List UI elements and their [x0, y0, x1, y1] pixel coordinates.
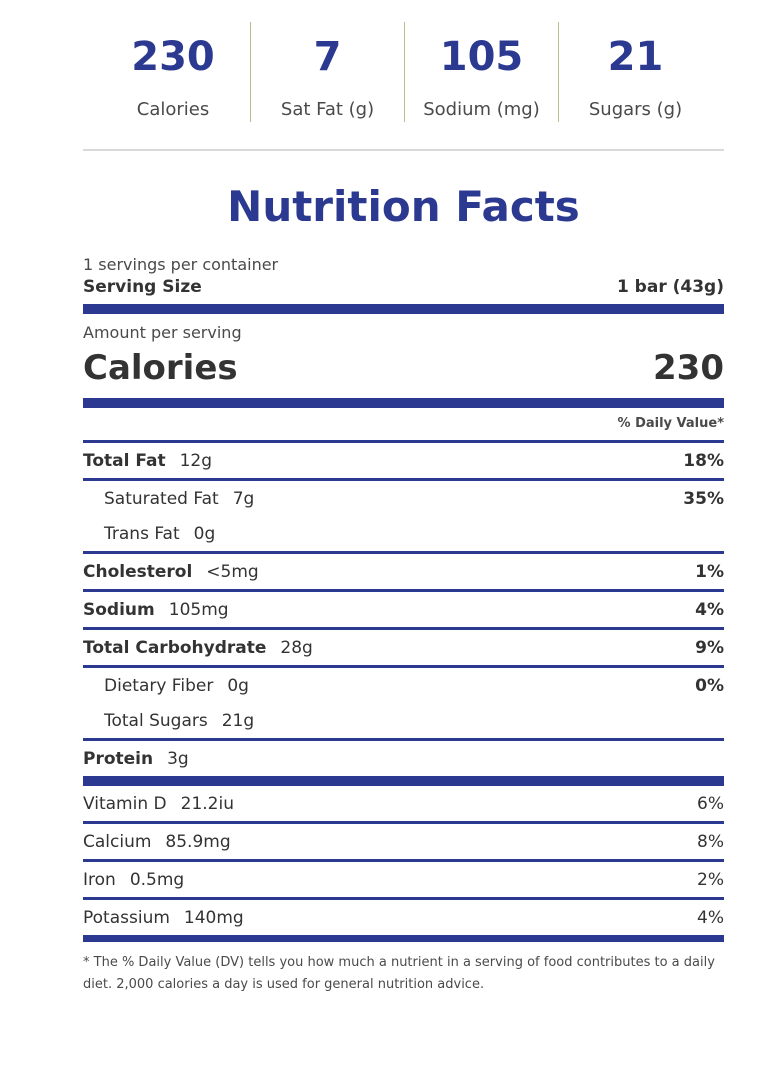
row-divider — [83, 589, 724, 592]
calories-label: Calories — [83, 348, 238, 388]
vitamin-daily-value: 4% — [697, 907, 724, 928]
page-title: Nutrition Facts — [227, 182, 580, 231]
nutrient-row-total-sugars: Total Sugars 21g — [83, 703, 724, 738]
thick-divider — [83, 398, 724, 408]
nutrition-summary: 230 Calories 7 Sat Fat (g) 105 Sodium (m… — [96, 22, 712, 122]
vitamin-name: Vitamin D — [83, 793, 167, 814]
vitamin-row-calcium: Calcium 85.9mg 8% — [83, 824, 724, 859]
nutrient-daily-value: 0% — [695, 675, 724, 696]
daily-value-header: % Daily Value* — [617, 416, 724, 431]
vitamin-row-vitamin-d: Vitamin D 21.2iu 6% — [83, 786, 724, 821]
nutrition-facts-label: Nutrition Facts 1 servings per container… — [83, 152, 724, 996]
nutrient-name: Trans Fat — [104, 523, 180, 544]
nutrient-daily-value: 4% — [695, 599, 724, 620]
summary-value: 230 — [131, 34, 215, 80]
nutrient-amount: 105mg — [168, 599, 229, 620]
calories-row: Calories 230 — [83, 346, 724, 390]
nutrient-daily-value: 18% — [683, 450, 724, 471]
summary-value: 21 — [607, 34, 664, 80]
serving-size-row: Serving Size 1 bar (43g) — [83, 277, 724, 297]
nutrient-amount: 3g — [167, 748, 189, 769]
thick-divider — [83, 304, 724, 314]
row-divider — [83, 440, 724, 443]
vitamin-daily-value: 2% — [697, 869, 724, 890]
nutrient-row-sodium: Sodium 105mg 4% — [83, 592, 724, 627]
vitamin-amount: 21.2iu — [180, 793, 234, 814]
nutrient-amount: 12g — [179, 450, 213, 471]
summary-sodium: 105 Sodium (mg) — [404, 22, 558, 122]
summary-sat-fat: 7 Sat Fat (g) — [250, 22, 404, 122]
serving-size-label: Serving Size — [83, 277, 202, 297]
row-divider — [83, 551, 724, 554]
vitamin-amount: 140mg — [183, 907, 244, 928]
nutrient-name: Sodium — [83, 599, 155, 620]
vitamin-amount: 0.5mg — [129, 869, 185, 890]
summary-divider — [83, 149, 724, 151]
summary-value: 105 — [439, 34, 524, 80]
thick-divider — [83, 776, 724, 786]
nutrient-daily-value: 1% — [695, 561, 724, 582]
calories-value: 230 — [653, 348, 724, 388]
vitamin-row-iron: Iron 0.5mg 2% — [83, 862, 724, 897]
row-divider — [83, 897, 724, 900]
summary-label: Calories — [136, 99, 210, 120]
nutrient-row-saturated-fat: Saturated Fat 7g 35% — [83, 481, 724, 516]
summary-calories: 230 Calories — [96, 22, 250, 122]
nutrient-row-trans-fat: Trans Fat 0g — [83, 516, 724, 551]
summary-label: Sugars (g) — [588, 99, 683, 120]
vitamin-name: Calcium — [83, 831, 152, 852]
row-divider — [83, 738, 724, 741]
serving-size-value: 1 bar (43g) — [616, 277, 724, 297]
nutrient-row-total-carbohydrate: Total Carbohydrate 28g 9% — [83, 630, 724, 665]
nutrient-amount: 28g — [280, 637, 313, 658]
vitamin-row-potassium: Potassium 140mg 4% — [83, 900, 724, 935]
nutrient-name: Dietary Fiber — [104, 675, 214, 696]
nutrient-daily-value: 9% — [695, 637, 724, 658]
summary-label: Sat Fat (g) — [280, 99, 375, 120]
row-divider — [83, 478, 724, 481]
summary-value: 7 — [313, 34, 342, 80]
nutrient-name: Cholesterol — [83, 561, 193, 582]
nutrient-row-total-fat: Total Fat 12g 18% — [83, 443, 724, 478]
vitamin-name: Potassium — [83, 907, 170, 928]
nutrient-name: Protein — [83, 748, 154, 769]
amount-per-serving: Amount per serving — [83, 323, 242, 342]
nutrient-name: Total Sugars — [104, 710, 208, 731]
row-divider — [83, 859, 724, 862]
summary-sugars: 21 Sugars (g) — [558, 22, 712, 122]
daily-value-footnote: * The % Daily Value (DV) tells you how m… — [83, 955, 715, 992]
thick-divider — [83, 935, 724, 942]
vitamin-amount: 85.9mg — [165, 831, 231, 852]
nutrient-row-protein: Protein 3g — [83, 741, 724, 776]
nutrient-row-dietary-fiber: Dietary Fiber 0g 0% — [83, 668, 724, 703]
summary-label: Sodium (mg) — [423, 99, 540, 120]
nutrient-amount: <5mg — [206, 561, 259, 582]
nutrient-name: Total Fat — [83, 450, 166, 471]
row-divider — [83, 627, 724, 630]
nutrient-name: Total Carbohydrate — [83, 637, 267, 658]
row-divider — [83, 821, 724, 824]
nutrient-amount: 0g — [227, 675, 249, 696]
nutrient-daily-value: 35% — [683, 488, 724, 509]
vitamin-name: Iron — [83, 869, 116, 890]
nutrient-row-cholesterol: Cholesterol <5mg 1% — [83, 554, 724, 589]
vitamin-daily-value: 6% — [697, 793, 724, 814]
row-divider — [83, 665, 724, 668]
nutrient-amount: 0g — [193, 523, 216, 544]
nutrient-amount: 7g — [232, 488, 255, 509]
nutrient-name: Saturated Fat — [104, 488, 219, 509]
nutrient-amount: 21g — [221, 710, 255, 731]
servings-per-container: 1 servings per container — [83, 255, 279, 274]
vitamin-daily-value: 8% — [697, 831, 724, 852]
